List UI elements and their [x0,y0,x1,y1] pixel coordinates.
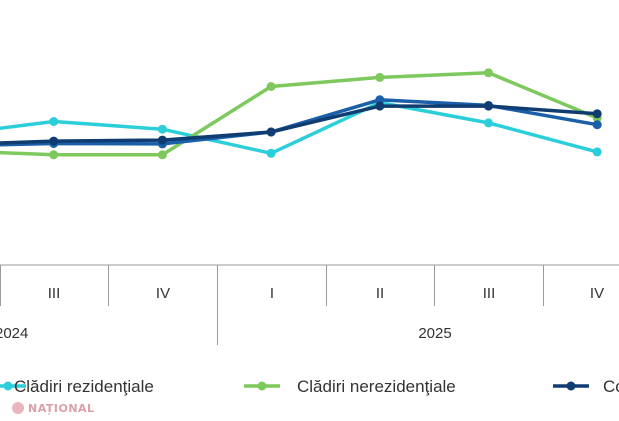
data-point [592,120,602,130]
x-tick-label-quarter: III [483,285,496,302]
data-point [49,136,59,146]
data-point [484,118,493,128]
data-point [157,150,167,160]
data-point [49,117,59,126]
data-point [266,148,276,158]
watermark-text: NAȚIONAL [28,402,95,415]
data-point [484,101,493,111]
data-point [592,147,602,157]
legend-swatch-marker [3,381,13,391]
data-point [266,127,276,137]
x-tick-label-quarter: III [48,285,61,302]
legend: Clădiri rezidenţiale Clădiri nerezidenţia… [0,377,619,396]
legend-label: Clădiri nerezidenţiale [297,377,456,396]
data-point [266,82,276,91]
legend-swatch-marker [257,381,267,391]
legend-label: Co [603,377,619,396]
data-point [375,95,385,105]
data-point [592,109,602,119]
legend-label: Clădiri rezidenţiale [14,377,154,396]
x-tick-label-year: 2024 [0,325,28,342]
data-point [375,72,385,82]
data-point [49,150,59,160]
series-layer [0,68,602,160]
data-point [157,135,167,145]
data-point [375,101,385,111]
x-axis: IIIIVIIIIIIIV20242025 [0,264,619,345]
x-tick-label-quarter: IV [156,285,170,302]
x-tick-label-year: 2025 [418,325,451,342]
data-point [484,68,493,78]
watermark-logo-icon [12,402,24,414]
x-tick-label-quarter: II [376,285,384,302]
watermark: NAȚIONAL [12,402,95,415]
legend-swatch-marker [566,381,576,391]
data-point [157,124,167,134]
x-tick-label-quarter: I [270,285,274,302]
x-tick-label-quarter: IV [590,285,604,302]
